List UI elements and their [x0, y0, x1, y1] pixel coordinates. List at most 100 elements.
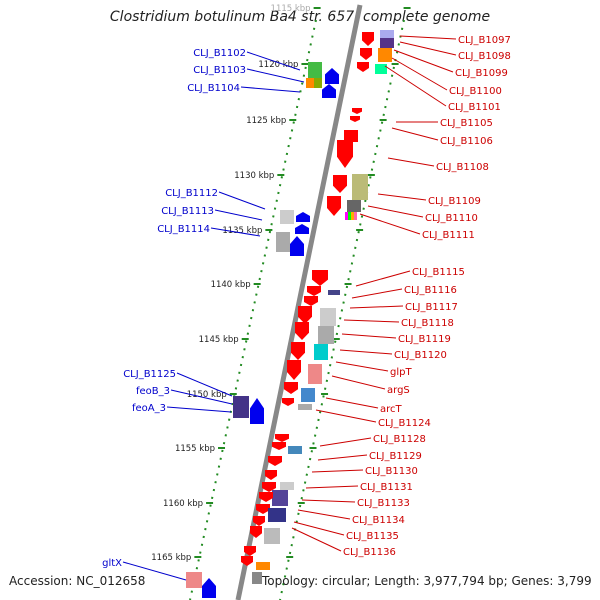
gene-arrow — [202, 578, 216, 598]
track-left-outer — [189, 19, 317, 600]
connector-line — [301, 499, 356, 503]
left-gene-label[interactable]: feoB_3 — [136, 386, 170, 397]
connector-line — [218, 191, 266, 210]
connector-line — [293, 521, 345, 536]
gene-arrow — [241, 556, 253, 566]
genome-axis — [235, 4, 363, 600]
connector-line — [291, 527, 342, 552]
kbp-tick-label: 1155 kbp — [175, 444, 215, 454]
left-gene-label[interactable]: CLJ_B1102 — [193, 48, 246, 59]
right-gene-label[interactable]: CLJ_B1109 — [428, 196, 481, 207]
right-gene-label[interactable]: CLJ_B1099 — [455, 68, 508, 79]
connector-line — [319, 437, 372, 447]
gene-arrow — [295, 224, 309, 234]
gene-arrow — [295, 322, 309, 340]
gene-block — [186, 572, 202, 588]
gene-arrow — [327, 196, 341, 216]
right-gene-label[interactable]: CLJ_B1128 — [373, 434, 426, 445]
gene-block — [256, 562, 270, 570]
kbp-tick-label: 1125 kbp — [246, 116, 286, 126]
gene-block — [308, 364, 322, 384]
accession-text: Accession: NC_012658 — [9, 574, 146, 588]
right-gene-label[interactable]: CLJ_B1118 — [401, 318, 454, 329]
gene-arrow — [304, 296, 318, 306]
connector-line — [325, 397, 379, 409]
gene-arrow — [275, 434, 289, 442]
right-gene-label[interactable]: CLJ_B1097 — [458, 35, 511, 46]
left-gene-label[interactable]: CLJ_B1112 — [165, 188, 218, 199]
right-gene-label[interactable]: CLJ_B1098 — [458, 51, 511, 62]
kbp-tick-label: 1130 kbp — [234, 171, 274, 181]
gene-arrow — [307, 286, 321, 296]
right-gene-label[interactable]: CLJ_B1131 — [360, 482, 413, 493]
right-gene-label[interactable]: CLJ_B1105 — [440, 118, 493, 129]
right-gene-label[interactable]: CLJ_B1130 — [365, 466, 418, 477]
right-gene-label[interactable]: arcT — [380, 404, 403, 415]
right-gene-label[interactable]: CLJ_B1108 — [436, 162, 489, 173]
gene-block — [272, 490, 288, 506]
right-gene-label[interactable]: CLJ_B1129 — [369, 451, 422, 462]
gene-arrow — [360, 48, 372, 60]
gene-block — [352, 174, 368, 200]
right-gene-label[interactable]: CLJ_B1110 — [425, 213, 478, 224]
connector-line — [339, 349, 393, 355]
right-gene-label[interactable]: CLJ_B1135 — [346, 531, 399, 542]
kbp-tick-label: 1145 kbp — [199, 335, 239, 345]
gene-arrow — [322, 84, 336, 98]
right-gene-label[interactable]: CLJ_B1101 — [448, 102, 501, 113]
gene-block — [264, 528, 280, 544]
gene-arrow — [244, 546, 256, 556]
left-gene-label[interactable]: CLJ_B1113 — [161, 206, 214, 217]
gene-arrow — [291, 342, 305, 360]
gene-block — [375, 64, 387, 74]
connector-line — [391, 127, 439, 141]
gene-block — [348, 212, 351, 220]
gene-arrow — [282, 398, 294, 406]
gene-arrow — [259, 492, 273, 502]
right-gene-label[interactable]: CLJ_B1134 — [352, 515, 405, 526]
connector-line — [343, 319, 400, 323]
right-gene-label[interactable]: CLJ_B1133 — [357, 498, 410, 509]
right-gene-label[interactable]: CLJ_B1100 — [449, 86, 502, 97]
connector-line — [246, 51, 301, 71]
connector-line — [214, 209, 263, 221]
kbp-tick-label: 1140 kbp — [211, 280, 251, 290]
connector-line — [311, 469, 364, 473]
right-gene-label[interactable]: CLJ_B1111 — [422, 230, 475, 241]
right-gene-label[interactable]: glpT — [390, 367, 412, 378]
gene-block — [276, 232, 290, 252]
gene-arrow — [256, 504, 270, 514]
gene-arrow — [268, 456, 282, 466]
right-gene-label[interactable]: CLJ_B1115 — [412, 267, 465, 278]
right-gene-label[interactable]: CLJ_B1119 — [398, 334, 451, 345]
left-gene-label[interactable]: CLJ_B1104 — [187, 83, 240, 94]
right-gene-label[interactable]: CLJ_B1124 — [378, 418, 431, 429]
left-gene-label[interactable]: gltX — [102, 558, 122, 569]
right-gene-label[interactable]: argS — [387, 385, 410, 396]
right-gene-label[interactable]: CLJ_B1120 — [394, 350, 447, 361]
gene-arrow — [284, 382, 298, 394]
right-gene-label[interactable]: CLJ_B1106 — [440, 136, 493, 147]
gene-block — [233, 396, 249, 418]
kbp-tick-label: 1135 kbp — [222, 226, 262, 236]
right-gene-label[interactable]: CLJ_B1117 — [405, 302, 458, 313]
gene-block — [318, 326, 334, 344]
kbp-tick-label: 1120 kbp — [258, 60, 298, 70]
left-gene-label[interactable]: feoA_3 — [132, 403, 166, 414]
gene-block — [301, 388, 315, 402]
connector-line — [305, 485, 359, 489]
connector-line — [351, 288, 403, 299]
right-gene-label[interactable]: CLJ_B1136 — [343, 547, 396, 558]
left-gene-label[interactable]: CLJ_B1114 — [157, 224, 210, 235]
connector-line — [377, 193, 427, 201]
left-gene-label[interactable]: CLJ_B1103 — [193, 65, 246, 76]
gene-arrow — [337, 140, 353, 168]
right-gene-label[interactable]: CLJ_B1116 — [404, 285, 457, 296]
left-gene-label[interactable]: CLJ_B1125 — [123, 369, 176, 380]
gene-block — [314, 78, 322, 88]
gene-block — [306, 78, 314, 88]
kbp-tick-label: 1115 kbp — [271, 4, 311, 14]
gene-block — [351, 212, 354, 220]
gene-arrow — [325, 68, 339, 84]
gene-block — [280, 482, 294, 490]
